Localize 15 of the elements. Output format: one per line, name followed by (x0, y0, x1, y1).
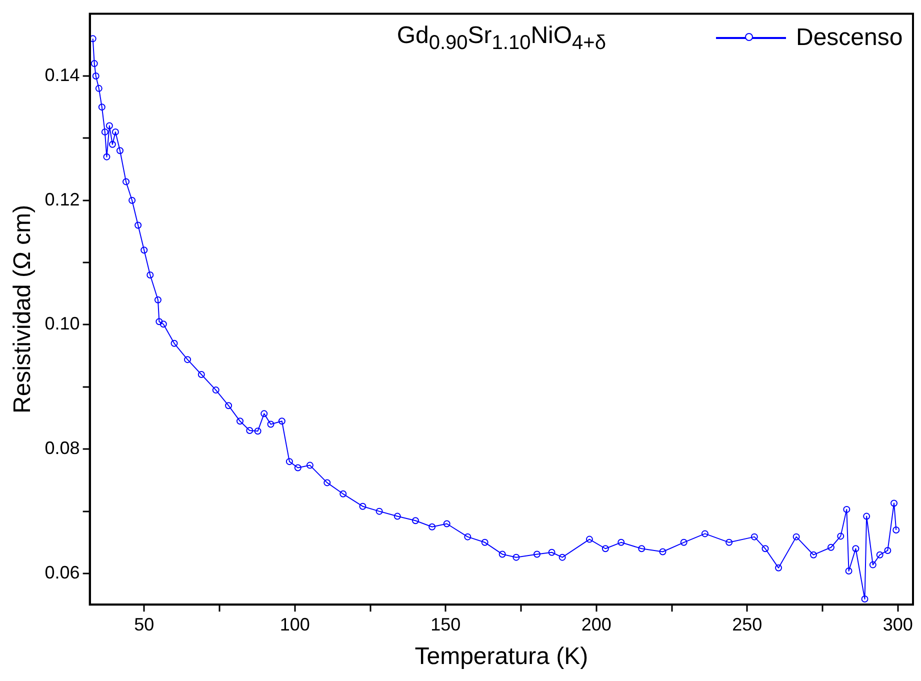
x-tick-label: 200 (581, 614, 612, 634)
chart-title: Gd$_{0.90}$Sr$_{1.10}$NiO$_{4+δ}$ (396, 22, 606, 55)
x-axis-title: Temperatura (K) (414, 643, 588, 670)
x-tick-label: 100 (280, 614, 310, 634)
y-tick-label: 0.08 (44, 438, 80, 458)
legend-label: Descenso (796, 24, 903, 52)
y-axis-title: Resistividad (Ω cm) (9, 204, 36, 414)
x-tick-label: 150 (430, 614, 461, 634)
y-tick-label: 0.12 (44, 189, 80, 210)
x-tick-label: 50 (134, 614, 154, 634)
y-tick-label: 0.10 (44, 314, 80, 334)
x-tick-label: 300 (882, 614, 913, 634)
y-tick-label: 0.14 (44, 64, 80, 85)
y-tick-label: 0.06 (44, 562, 80, 582)
x-tick-label: 250 (732, 614, 762, 634)
